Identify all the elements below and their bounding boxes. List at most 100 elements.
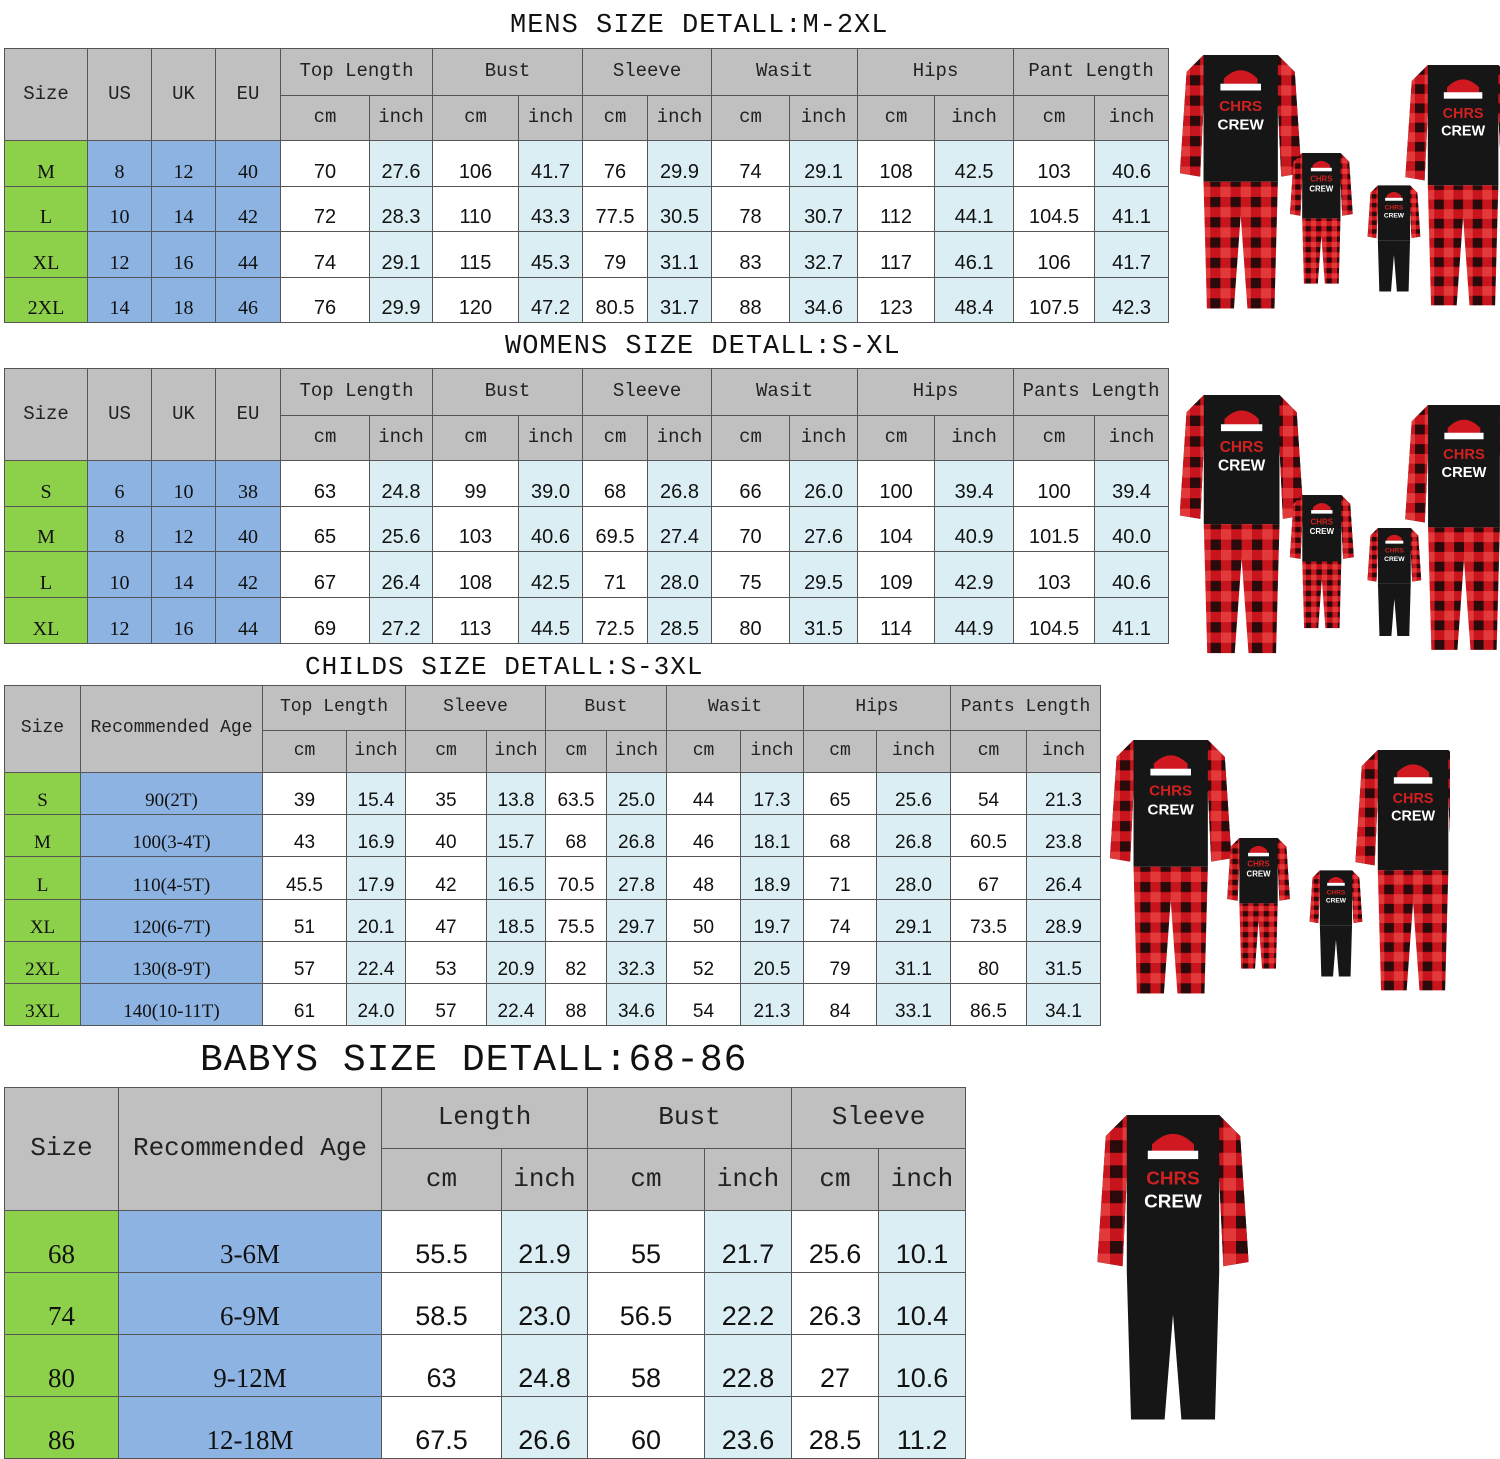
unit-header-cm: cm xyxy=(432,95,519,141)
inch-value-cell: 21.9 xyxy=(501,1210,588,1273)
age-cell: 140(10-11T) xyxy=(80,982,263,1027)
unit-header-inch: inch xyxy=(486,730,546,773)
inch-value-cell: 26.6 xyxy=(501,1396,588,1459)
svg-text:CHRS: CHRS xyxy=(1327,890,1346,897)
inch-value-cell: 22.4 xyxy=(486,982,546,1027)
inch-value-cell: 27.6 xyxy=(789,505,859,553)
cm-value-cell: 54 xyxy=(666,982,741,1027)
cm-value-cell: 80 xyxy=(711,597,791,644)
svg-text:CREW: CREW xyxy=(1218,458,1266,475)
inch-value-cell: 15.7 xyxy=(486,814,546,858)
group-header: Length xyxy=(381,1087,588,1149)
inch-value-cell: 20.5 xyxy=(739,940,805,984)
cm-value-cell: 50 xyxy=(666,898,741,942)
cm-value-cell: 123 xyxy=(857,276,936,323)
inch-value-cell: 26.8 xyxy=(876,814,952,858)
inch-value-cell: 28.9 xyxy=(1026,898,1102,942)
inch-value-cell: 18.1 xyxy=(739,814,805,858)
cm-value-cell: 35 xyxy=(405,771,487,816)
unit-header-cm: cm xyxy=(587,1148,705,1211)
region-size-cell: 10 xyxy=(87,551,152,599)
cm-value-cell: 88 xyxy=(545,982,607,1027)
cm-value-cell: 54 xyxy=(950,771,1028,816)
region-size-cell: 40 xyxy=(215,140,281,187)
age-cell: 3-6M xyxy=(118,1210,382,1273)
unit-header-cm: cm xyxy=(711,95,791,141)
inch-value-cell: 20.9 xyxy=(486,940,546,984)
family-pajama-image: CHRS CREW CHRS CREW CHRS CREW xyxy=(1179,45,1500,315)
column-header: EU xyxy=(215,368,281,461)
region-size-cell: 10 xyxy=(87,185,152,232)
unit-header-inch: inch xyxy=(1094,415,1170,461)
svg-text:CREW: CREW xyxy=(1384,213,1405,220)
svg-text:CHRS: CHRS xyxy=(1220,439,1264,456)
size-cell: L xyxy=(4,856,81,900)
inch-value-cell: 18.5 xyxy=(486,898,546,942)
cm-value-cell: 108 xyxy=(857,140,936,187)
region-size-cell: 14 xyxy=(151,185,216,232)
svg-text:CREW: CREW xyxy=(1247,869,1272,878)
inch-value-cell: 31.5 xyxy=(789,597,859,644)
size-cell: 2XL xyxy=(4,940,81,984)
group-header: Bust xyxy=(586,1087,793,1149)
cm-value-cell: 51 xyxy=(262,898,347,942)
table-row: 80 9-12M 63 24.8 58 22.8 27 10.6 xyxy=(4,1334,967,1397)
svg-text:CREW: CREW xyxy=(1442,465,1487,481)
inch-value-cell: 27.8 xyxy=(606,856,667,900)
cm-value-cell: 52 xyxy=(666,940,741,984)
unit-header-cm: cm xyxy=(950,730,1028,773)
cm-value-cell: 112 xyxy=(857,185,936,232)
svg-text:CREW: CREW xyxy=(1309,184,1334,193)
region-size-cell: 12 xyxy=(87,597,152,644)
cm-value-cell: 58.5 xyxy=(381,1272,502,1335)
inch-value-cell: 30.5 xyxy=(647,185,713,232)
cm-value-cell: 66 xyxy=(711,460,791,507)
table-row: 86 12-18M 67.5 26.6 60 23.6 28.5 11.2 xyxy=(4,1396,967,1459)
inch-value-cell: 10.1 xyxy=(878,1210,967,1273)
inch-value-cell: 40.6 xyxy=(1094,551,1170,599)
cm-value-cell: 72.5 xyxy=(582,597,649,644)
cm-value-cell: 25.6 xyxy=(791,1210,880,1273)
cm-value-cell: 42 xyxy=(405,856,487,900)
column-header: UK xyxy=(151,48,216,141)
size-cell: L xyxy=(4,551,88,599)
cm-value-cell: 53 xyxy=(405,940,487,984)
size-cell: 2XL xyxy=(4,276,88,323)
table-row: 2XL 14 18 46 76 29.9 120 47.2 80.5 31.7 88 34.6 123 4… xyxy=(4,276,1170,323)
inch-value-cell: 48.4 xyxy=(934,276,1015,323)
inch-value-cell: 30.7 xyxy=(789,185,859,232)
inch-value-cell: 29.5 xyxy=(789,551,859,599)
cm-value-cell: 55 xyxy=(587,1210,705,1273)
pajama-figure: CHRS CREW xyxy=(1367,528,1422,637)
unit-header-cm: cm xyxy=(582,415,649,461)
cm-value-cell: 110 xyxy=(432,185,519,232)
cm-value-cell: 76 xyxy=(582,140,649,187)
header-row: Size Recommended Age Top Length Sleeve Bust W… xyxy=(4,685,1102,773)
cm-value-cell: 113 xyxy=(432,597,519,644)
inch-value-cell: 25.0 xyxy=(606,771,667,816)
inch-value-cell: 23.6 xyxy=(703,1396,793,1459)
table-row: XL 12 16 44 74 29.1 115 45.3 79 31.1 83 32.7 117 46.1… xyxy=(4,231,1170,278)
column-header: Size xyxy=(4,368,88,461)
unit-header-inch: inch xyxy=(647,415,713,461)
age-cell: 6-9M xyxy=(118,1272,382,1335)
inch-value-cell: 29.1 xyxy=(876,898,952,942)
cm-value-cell: 74 xyxy=(711,140,791,187)
pajama-figure: CHRS CREW xyxy=(1179,55,1302,309)
pajama-figure: CHRS CREW xyxy=(1289,153,1353,284)
column-header: US xyxy=(87,368,152,461)
svg-text:CREW: CREW xyxy=(1144,1191,1202,1212)
inch-value-cell: 26.4 xyxy=(1026,856,1102,900)
age-cell: 120(6-7T) xyxy=(80,898,263,942)
inch-value-cell: 31.1 xyxy=(647,231,713,278)
inch-value-cell: 40.0 xyxy=(1094,505,1170,553)
unit-header-cm: cm xyxy=(711,415,791,461)
pajama-figure: CHRS CREW xyxy=(1309,870,1363,977)
svg-text:CHRS: CHRS xyxy=(1149,783,1192,800)
group-header: Top Length xyxy=(262,685,406,731)
size-cell: XL xyxy=(4,898,81,942)
inch-value-cell: 42.3 xyxy=(1094,276,1170,323)
cm-value-cell: 103 xyxy=(1013,551,1096,599)
unit-header-inch: inch xyxy=(517,95,584,141)
age-cell: 90(2T) xyxy=(80,771,263,816)
